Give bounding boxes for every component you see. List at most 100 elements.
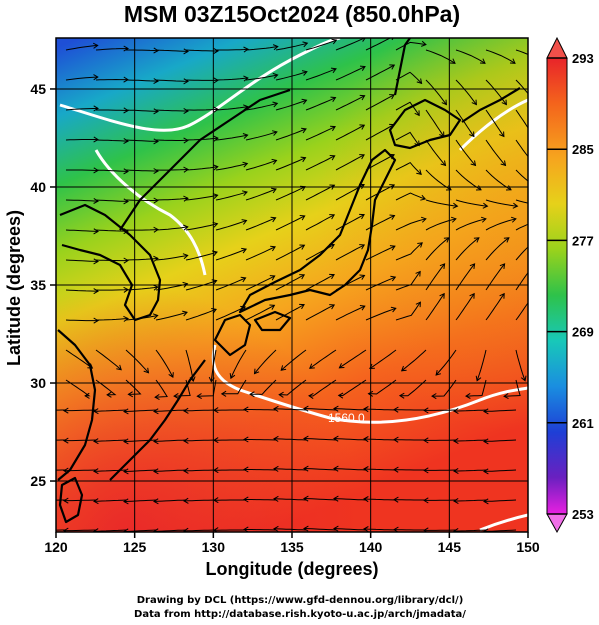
streamline-arrowhead	[435, 369, 442, 376]
y-axis-label: Latitude (degrees)	[4, 210, 24, 366]
streamline	[63, 439, 97, 442]
streamline	[335, 95, 365, 111]
streamline-arrowhead	[423, 407, 429, 414]
streamline-arrowhead	[303, 405, 309, 412]
streamline	[185, 49, 218, 52]
streamline	[63, 529, 97, 532]
streamline-arrowhead	[273, 465, 279, 472]
streamline	[95, 48, 129, 51]
streamline-arrowhead	[330, 67, 337, 74]
streamline	[333, 498, 367, 501]
streamline-arrowhead	[153, 108, 159, 115]
streamline-arrowhead	[421, 40, 427, 47]
streamline	[155, 79, 189, 82]
streamline	[183, 469, 217, 472]
streamline-arrowhead	[253, 368, 260, 375]
streamline	[153, 499, 187, 502]
streamline	[305, 126, 336, 141]
streamline-arrowhead	[420, 194, 427, 201]
taiwan-coastline	[58, 476, 84, 524]
streamline	[309, 349, 337, 369]
streamline	[465, 379, 487, 397]
streamline-arrowhead	[183, 407, 189, 414]
streamline	[275, 157, 306, 171]
streamline-arrowhead	[390, 275, 397, 282]
streamline	[93, 499, 127, 502]
streamline	[453, 499, 487, 502]
streamline	[155, 254, 188, 261]
streamline	[455, 237, 480, 261]
kyushu-coastline	[213, 313, 252, 357]
colorbar: 293 285 277 269 261 253	[546, 36, 594, 534]
streamline-arrowhead	[242, 161, 249, 168]
streamline-arrowhead	[183, 467, 189, 474]
streamline-arrowhead	[400, 365, 407, 372]
streamline	[244, 409, 277, 411]
streamline	[183, 529, 217, 532]
streamline-arrowhead	[63, 527, 69, 532]
streamline	[155, 349, 174, 378]
streamline-arrowhead	[439, 263, 446, 269]
contour-label: 1560.0	[328, 411, 365, 425]
streamline	[515, 199, 528, 204]
streamline-arrowhead	[189, 376, 196, 383]
streamline-arrowhead	[363, 526, 369, 532]
streamline-arrowhead	[359, 274, 366, 280]
streamline-arrowhead	[417, 242, 423, 248]
streamline	[515, 349, 526, 381]
streamline-arrowhead	[329, 214, 336, 220]
streamline-arrowhead	[420, 216, 427, 223]
streamline	[273, 438, 307, 441]
streamline	[244, 499, 277, 501]
streamline	[96, 109, 129, 112]
streamline	[476, 349, 487, 381]
streamline-arrowhead	[389, 64, 396, 70]
streamline	[335, 66, 366, 81]
streamline	[515, 139, 528, 158]
streamline	[245, 246, 276, 261]
streamline	[515, 79, 528, 95]
streamline-arrowhead	[453, 437, 459, 445]
streamline-arrowhead	[240, 276, 247, 283]
streamline-arrowhead	[469, 131, 475, 138]
streamline	[425, 237, 450, 261]
streamline-arrowhead	[34, 527, 38, 532]
streamline	[185, 251, 218, 261]
y-tick-label: 30	[30, 375, 46, 391]
streamline	[215, 106, 248, 111]
streamline	[305, 304, 335, 321]
streamline-arrowhead	[168, 372, 174, 378]
streamline-arrowhead	[416, 169, 422, 175]
streamline-arrowhead	[359, 213, 365, 220]
streamline-arrowhead	[34, 407, 38, 412]
streamline	[395, 301, 421, 321]
streamline-arrowhead	[153, 284, 159, 291]
streamline	[425, 49, 456, 64]
streamline-arrowhead	[213, 47, 219, 55]
streamline-arrowhead	[87, 363, 94, 369]
hokkaido-coastline	[388, 98, 462, 150]
streamline	[245, 217, 276, 231]
streamline-arrowhead	[271, 130, 278, 136]
china-coastline	[57, 329, 97, 481]
streamline-arrowhead	[471, 99, 477, 106]
streamline	[245, 188, 277, 201]
streamline	[275, 304, 305, 321]
streamline	[155, 109, 189, 112]
streamline	[363, 468, 397, 471]
streamline	[303, 438, 337, 441]
streamline-arrowhead	[63, 437, 69, 444]
streamline-arrowhead	[359, 65, 366, 71]
streamline	[435, 349, 457, 376]
streamline-arrowhead	[540, 59, 545, 64]
streamline-arrowhead	[536, 186, 541, 191]
streamline	[395, 101, 420, 116]
streamline-arrowhead	[333, 465, 339, 472]
streamline	[395, 192, 426, 201]
streamline-arrowhead	[329, 304, 336, 310]
streamline-arrowhead	[182, 310, 188, 317]
streamline-arrowhead	[333, 435, 339, 442]
streamline-arrowhead	[479, 58, 486, 64]
streamline	[185, 194, 218, 201]
